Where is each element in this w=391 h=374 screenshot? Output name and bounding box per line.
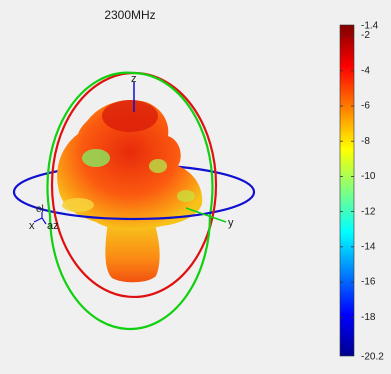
xz-circle-front [50, 71, 218, 299]
colorbar-tick-label: -2 [361, 30, 370, 41]
colorbar-tick-label: -16 [361, 277, 376, 288]
colorbar-tick-label: -4 [361, 65, 370, 76]
yz-circle-front [46, 71, 212, 331]
low-gain-patch-right [177, 190, 195, 202]
low-gain-patch-center [149, 159, 167, 173]
colorbar-min-label: -20.2 [361, 352, 384, 363]
yz-circle-back [133, 71, 214, 216]
axes: z y x az el [29, 73, 234, 232]
colorbar-tick-label: -8 [361, 136, 370, 147]
az-label: az [47, 220, 59, 232]
main-lobe [57, 100, 203, 231]
colorbar-gradient [339, 24, 355, 357]
colorbar-tick-label: -10 [361, 171, 376, 182]
chart-title: 2300MHz [104, 8, 156, 22]
colorbar-tick-label: -6 [361, 101, 370, 112]
low-gain-patch-left [82, 149, 110, 167]
colorbar: -2 -4 -6 -8 -10 -12 -14 -16 -18 -1.4 -20.2 [339, 21, 384, 363]
colorbar-ticks: -2 -4 -6 -8 -10 -12 -14 -16 -18 [340, 30, 376, 323]
x-axis [33, 217, 43, 223]
peak-region [102, 100, 158, 132]
y-axis-label: y [228, 217, 234, 229]
el-label: el [36, 204, 44, 215]
pattern-surface [57, 100, 203, 283]
colorbar-tick-label: -14 [361, 241, 376, 252]
side-patch-left [62, 198, 94, 212]
colorbar-tick-label: -18 [361, 312, 376, 323]
azimuth-circle-front [12, 191, 256, 221]
colorbar-tick-label: -12 [361, 206, 376, 217]
z-axis-label: z [131, 73, 137, 85]
x-axis-label: x [29, 220, 35, 232]
colorbar-max-label: -1.4 [361, 21, 379, 32]
great-circles-front [12, 71, 256, 331]
az-marker [41, 217, 47, 225]
y-axis [185, 207, 227, 223]
lower-lobe [105, 222, 160, 283]
